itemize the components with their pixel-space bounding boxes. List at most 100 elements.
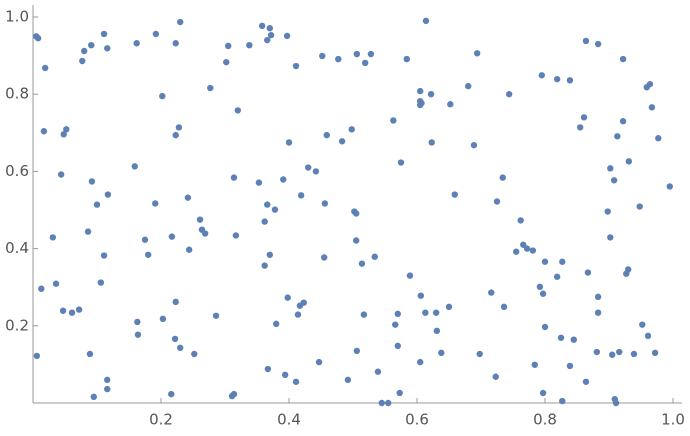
point <box>104 376 111 384</box>
point <box>319 52 326 60</box>
point <box>81 47 88 55</box>
point <box>230 174 238 181</box>
point <box>493 198 501 205</box>
point <box>171 335 179 343</box>
point <box>610 177 618 184</box>
point <box>52 280 60 287</box>
point <box>134 318 141 326</box>
point <box>541 323 549 331</box>
point <box>353 50 361 58</box>
point <box>531 361 538 368</box>
point <box>666 183 673 190</box>
point <box>97 279 105 286</box>
point <box>267 31 275 39</box>
point <box>582 378 590 385</box>
point <box>172 131 179 139</box>
x-tick-label: 0.4 <box>277 411 301 429</box>
point <box>33 352 41 360</box>
point <box>570 336 577 343</box>
point <box>297 192 305 199</box>
point <box>225 42 232 50</box>
point <box>280 176 287 183</box>
point <box>141 236 149 243</box>
point <box>593 348 601 356</box>
point <box>361 59 369 67</box>
x-tick-label: 0.6 <box>405 411 429 429</box>
point <box>168 390 175 398</box>
point <box>445 303 453 311</box>
point <box>261 262 268 269</box>
point <box>152 30 160 38</box>
point <box>594 293 602 301</box>
point <box>422 17 430 25</box>
x-tick-label: 0.2 <box>149 411 173 429</box>
point <box>428 139 435 146</box>
point <box>517 217 524 224</box>
point <box>100 252 108 259</box>
point <box>557 334 565 341</box>
point <box>348 126 355 133</box>
point <box>614 133 621 140</box>
point <box>639 321 646 328</box>
point <box>394 342 401 350</box>
point <box>353 237 360 244</box>
point <box>619 55 627 63</box>
point <box>266 24 273 32</box>
point <box>232 232 240 239</box>
point <box>539 290 547 297</box>
point <box>273 320 280 328</box>
point <box>577 124 584 131</box>
point <box>594 40 602 48</box>
point <box>212 312 220 319</box>
point <box>584 269 592 276</box>
point <box>88 41 95 49</box>
point <box>422 309 429 316</box>
point <box>335 55 342 63</box>
point <box>566 362 574 370</box>
point <box>284 294 291 301</box>
point <box>492 373 499 380</box>
point <box>417 292 425 299</box>
point <box>451 191 458 198</box>
point <box>323 131 330 139</box>
point <box>255 179 263 186</box>
point <box>104 385 111 393</box>
point <box>580 114 588 121</box>
y-tick-label: 1.0 <box>5 8 29 26</box>
point <box>646 80 654 88</box>
y-tick-label: 0.6 <box>5 162 29 180</box>
point <box>172 298 179 306</box>
point <box>271 206 279 213</box>
point <box>625 266 632 273</box>
point <box>266 251 273 258</box>
point <box>374 368 382 375</box>
point <box>57 171 65 178</box>
point <box>358 260 366 267</box>
point <box>292 378 300 385</box>
point <box>264 201 271 208</box>
point <box>168 233 176 240</box>
point <box>258 22 266 30</box>
point <box>196 216 204 223</box>
point <box>68 309 76 316</box>
point <box>172 40 179 47</box>
point <box>207 84 214 92</box>
point <box>390 117 397 124</box>
point <box>223 58 230 66</box>
point <box>86 350 94 358</box>
point <box>63 126 70 133</box>
point <box>185 246 193 253</box>
point <box>378 399 385 407</box>
point <box>353 210 360 217</box>
point <box>403 55 410 63</box>
point <box>594 309 602 316</box>
point <box>104 45 111 52</box>
point <box>553 273 561 280</box>
point <box>476 350 483 358</box>
point <box>294 311 302 318</box>
point <box>152 200 159 207</box>
point <box>619 118 627 125</box>
point <box>60 131 67 138</box>
point <box>159 315 167 323</box>
y-tick-label: 0.8 <box>5 85 29 103</box>
